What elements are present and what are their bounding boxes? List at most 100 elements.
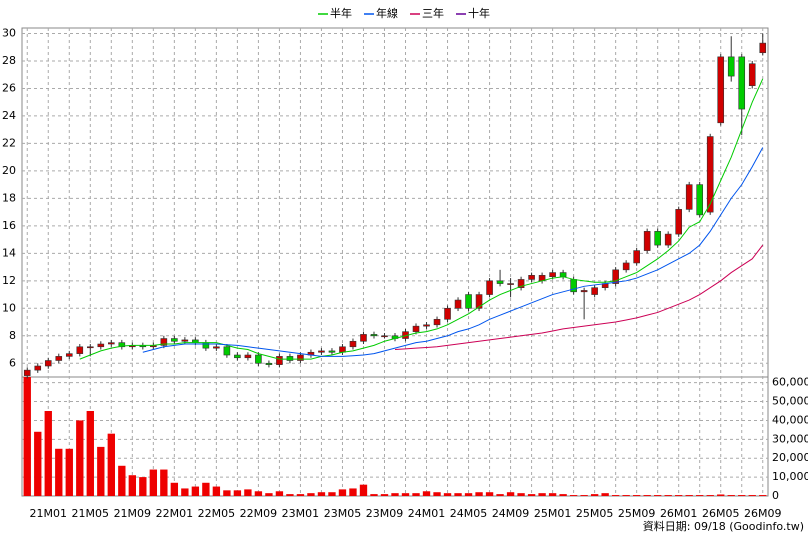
candle-body <box>160 338 168 346</box>
volume-bar <box>202 482 210 496</box>
x-tick-label: 22M09 <box>240 507 278 520</box>
candle-body <box>223 346 231 356</box>
volume-bar <box>370 494 378 496</box>
y-tick-label: 22 <box>2 136 16 149</box>
y-tick-label: 10 <box>2 301 16 314</box>
candle-body <box>591 287 598 295</box>
x-tick-label: 22M05 <box>198 507 236 520</box>
x-tick-label: 23M05 <box>324 507 362 520</box>
x-tick-label: 22M01 <box>156 507 194 520</box>
candle-body <box>349 340 357 348</box>
candle-body <box>297 354 304 361</box>
x-tick-label: 26M09 <box>744 507 782 520</box>
candle-body <box>328 350 336 353</box>
x-tick-label: 21M01 <box>30 507 68 520</box>
y-tick-label: 28 <box>2 54 16 67</box>
volume-bar <box>527 494 536 496</box>
candle-body <box>202 342 210 349</box>
candle-body <box>370 334 378 337</box>
volume-bar <box>275 491 284 496</box>
volume-bar <box>233 490 242 496</box>
volume-bar <box>412 493 420 496</box>
volume-bar <box>706 495 714 496</box>
y-tick-label: 20 <box>2 164 16 177</box>
volume-bar <box>139 477 147 496</box>
candle-body <box>65 353 73 357</box>
x-tick-label: 21M05 <box>72 507 110 520</box>
y-tick-label: 6 <box>9 356 16 369</box>
candle-body <box>44 360 52 367</box>
candle-body <box>696 184 704 216</box>
candle-body <box>255 354 262 364</box>
volume-tick-label: 30,000 <box>772 432 808 445</box>
volume-tick-label: 20,000 <box>772 451 808 464</box>
volume-bar <box>359 484 368 496</box>
candle-body <box>517 279 525 288</box>
candle-body <box>234 354 241 359</box>
candle-body <box>433 318 441 326</box>
volume-bar <box>296 494 305 496</box>
volume-bar <box>380 494 389 496</box>
volume-bar <box>569 495 578 496</box>
volume-bar <box>590 494 599 496</box>
candle-body <box>181 339 189 342</box>
volume-bar <box>443 493 452 496</box>
plot-area <box>21 27 769 497</box>
volume-bar <box>118 465 126 496</box>
x-tick-label: 25M01 <box>534 507 572 520</box>
candle-body <box>496 280 504 284</box>
volume-bar <box>433 492 441 496</box>
volume-bar <box>759 495 767 496</box>
candle-body <box>34 365 42 371</box>
y-tick-label: 24 <box>2 109 16 122</box>
candle-body <box>706 136 714 213</box>
volume-tick-label: 10,000 <box>772 470 808 483</box>
volume-bar <box>244 489 252 496</box>
volume-bar <box>391 493 399 496</box>
candle-body <box>717 56 725 124</box>
candle-body <box>633 250 640 264</box>
volume-bar <box>685 495 693 496</box>
y-tick-label: 14 <box>2 246 16 259</box>
y-tick-label: 18 <box>2 191 16 204</box>
legend-label: 半年 <box>330 6 352 20</box>
x-tick-label: 25M09 <box>618 507 656 520</box>
candle-body <box>528 275 535 280</box>
volume-bar <box>23 377 31 496</box>
volume-bar <box>475 492 483 496</box>
candle-body <box>643 231 651 251</box>
y-tick-label: 16 <box>2 219 16 232</box>
x-tick-label: 24M05 <box>450 507 488 520</box>
y-tick-label: 30 <box>2 26 16 39</box>
candle-body <box>454 299 462 309</box>
volume-bar <box>538 493 546 496</box>
x-tick-label: 26M05 <box>702 507 740 520</box>
candle-body <box>580 290 588 293</box>
legend-label: 三年 <box>422 6 444 20</box>
candle-body <box>748 63 756 87</box>
volume-bar <box>422 491 431 496</box>
volume-bar <box>496 494 504 496</box>
volume-bar <box>181 488 189 496</box>
x-tick-label: 24M09 <box>492 507 530 520</box>
volume-bar <box>454 493 462 496</box>
volume-tick-label: 50,000 <box>772 395 808 408</box>
candle-body <box>286 356 294 361</box>
candle-body <box>444 307 451 320</box>
volume-bar <box>622 495 630 496</box>
volume-bar <box>286 494 294 496</box>
ma-line <box>394 244 764 351</box>
volume-bar <box>738 495 746 496</box>
x-tick-label: 23M09 <box>366 507 404 520</box>
volume-bar <box>223 490 231 496</box>
candle-body <box>612 269 619 284</box>
volume-bar <box>307 493 315 496</box>
candle-body <box>108 342 115 345</box>
candle-body <box>86 346 94 349</box>
volume-bar <box>55 448 63 496</box>
volume-bar <box>44 411 52 496</box>
volume-bar <box>485 492 494 496</box>
volume-bar <box>254 491 263 496</box>
volume-bar <box>338 489 347 496</box>
candle-body <box>738 56 746 110</box>
